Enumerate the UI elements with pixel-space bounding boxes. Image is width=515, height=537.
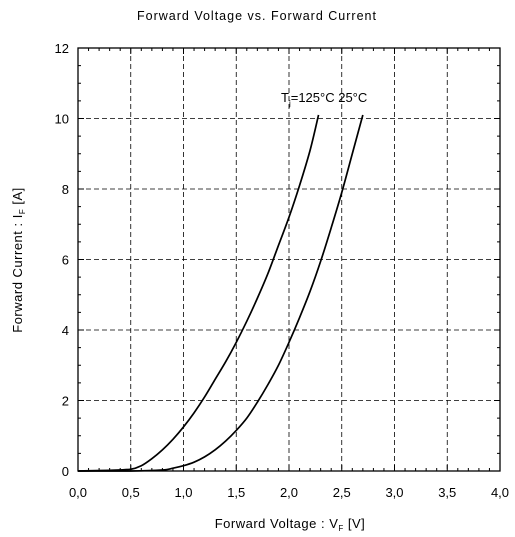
x-tick-label: 0,5 <box>122 485 140 500</box>
temperature-annotation: Tj=125°C 25°C <box>281 90 367 108</box>
annotation-t: T <box>281 90 289 105</box>
y-tick-label: 10 <box>55 112 69 127</box>
x-tick-label: 2,5 <box>333 485 351 500</box>
x-tick-label: 0,0 <box>69 485 87 500</box>
x-tick-label: 1,0 <box>174 485 192 500</box>
x-axis-label-sub: F <box>338 524 343 533</box>
series-line-2 <box>77 114 364 472</box>
y-axis-label-prefix: Forward Current : I <box>10 214 25 333</box>
y-tick-label: 0 <box>62 464 69 479</box>
y-tick-label: 6 <box>62 253 69 268</box>
x-tick-label: 4,0 <box>491 485 509 500</box>
grid-lines <box>77 47 501 472</box>
x-axis-label-prefix: Forward Voltage : V <box>215 516 339 531</box>
x-axis-label-suffix: [V] <box>344 516 366 531</box>
curves <box>77 114 364 472</box>
x-tick-label: 3,0 <box>385 485 403 500</box>
x-tick-labels: 0,0 0,5 1,0 1,5 2,0 2,5 3,0 3,5 4,0 <box>69 485 509 500</box>
x-tick-label: 2,0 <box>280 485 298 500</box>
y-axis-label: Forward Current : IF [A] <box>10 187 27 333</box>
annotation-sub: j <box>288 99 291 108</box>
y-tick-label: 8 <box>62 182 69 197</box>
x-tick-label: 1,5 <box>227 485 245 500</box>
x-tick-label: 3,5 <box>438 485 456 500</box>
y-axis-label-suffix: [A] <box>10 187 25 209</box>
chart-title: Forward Voltage vs. Forward Current <box>137 9 377 23</box>
y-tick-label: 2 <box>62 394 69 409</box>
series-line-1 <box>77 114 320 472</box>
y-axis-label-sub: F <box>18 209 27 214</box>
y-tick-labels: 0 2 4 6 8 10 12 <box>55 41 69 479</box>
y-tick-label: 4 <box>62 323 69 338</box>
x-axis-label: Forward Voltage : VF [V] <box>215 516 366 533</box>
annotation-text: =125°C 25°C <box>291 90 368 105</box>
plot-frame <box>77 47 501 472</box>
y-tick-label: 12 <box>55 41 69 56</box>
